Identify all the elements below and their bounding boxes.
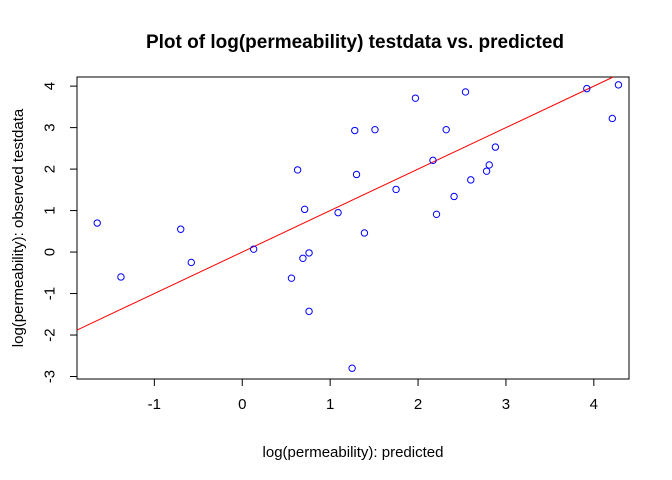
data-point: [432, 210, 441, 219]
data-point: [299, 254, 307, 262]
y-tick-label: 0: [42, 248, 59, 256]
data-point: [249, 245, 258, 253]
data-point: [429, 156, 437, 165]
y-tick-label: -2: [42, 328, 59, 341]
data-point: [467, 176, 475, 184]
data-point: [300, 205, 309, 214]
data-point: [187, 258, 195, 267]
y-tick-label: 4: [42, 82, 59, 90]
x-tick-label: 1: [326, 396, 334, 413]
x-axis-label: log(permeability): predicted: [263, 444, 444, 461]
data-point: [614, 81, 623, 89]
data-point: [392, 185, 400, 194]
y-tick-label: -3: [42, 370, 59, 383]
data-point: [293, 166, 302, 174]
data-point: [348, 364, 356, 372]
x-tick-label: 2: [414, 396, 422, 413]
data-point: [450, 192, 458, 201]
data-point: [334, 208, 342, 217]
y-axis-label: log(permeability): observed testdata: [10, 108, 27, 347]
x-tick-label: 0: [238, 396, 246, 413]
y-tick-label: 2: [42, 165, 59, 173]
y-tick-label: 1: [42, 206, 59, 214]
data-point: [491, 143, 500, 151]
y-axis: -3 -2 -1 0 1 2 3 4: [42, 82, 78, 383]
data-point: [305, 249, 313, 257]
x-tick-label: -1: [148, 396, 161, 413]
plot-frame: [76, 76, 630, 380]
data-point: [583, 84, 591, 93]
data-point: [352, 170, 361, 179]
data-point: [461, 88, 470, 96]
data-point: [411, 94, 420, 102]
chart-title: Plot of log(permeability) testdata vs. p…: [146, 32, 564, 53]
points-layer: [93, 81, 623, 372]
data-point: [485, 161, 493, 169]
reference-line-layer: [76, 76, 614, 331]
data-point: [360, 229, 369, 237]
x-tick-label: 3: [502, 396, 510, 413]
data-point: [287, 274, 296, 282]
data-point: [117, 273, 125, 281]
y-tick-label: 3: [42, 123, 59, 131]
x-tick-label: 4: [590, 396, 598, 413]
reference-line: [76, 76, 614, 331]
data-point: [442, 125, 450, 134]
data-point: [351, 126, 359, 135]
data-point: [177, 225, 185, 233]
x-axis: -1 0 1 2 3 4: [148, 378, 598, 413]
data-point: [371, 125, 379, 134]
data-point: [93, 219, 101, 227]
y-tick-label: -1: [42, 287, 59, 300]
data-point: [608, 114, 616, 123]
data-point: [482, 167, 491, 175]
data-point: [305, 307, 313, 316]
